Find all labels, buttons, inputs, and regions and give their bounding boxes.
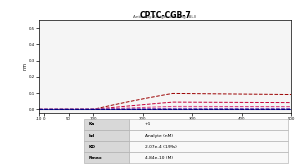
Title: CPTC-CGB-7: CPTC-CGB-7 — [139, 11, 191, 20]
Y-axis label: nm: nm — [22, 62, 27, 70]
Text: Antibody-Antigen Binding (BLI): Antibody-Antigen Binding (BLI) — [133, 15, 197, 19]
X-axis label: Time (s): Time (s) — [155, 122, 175, 127]
